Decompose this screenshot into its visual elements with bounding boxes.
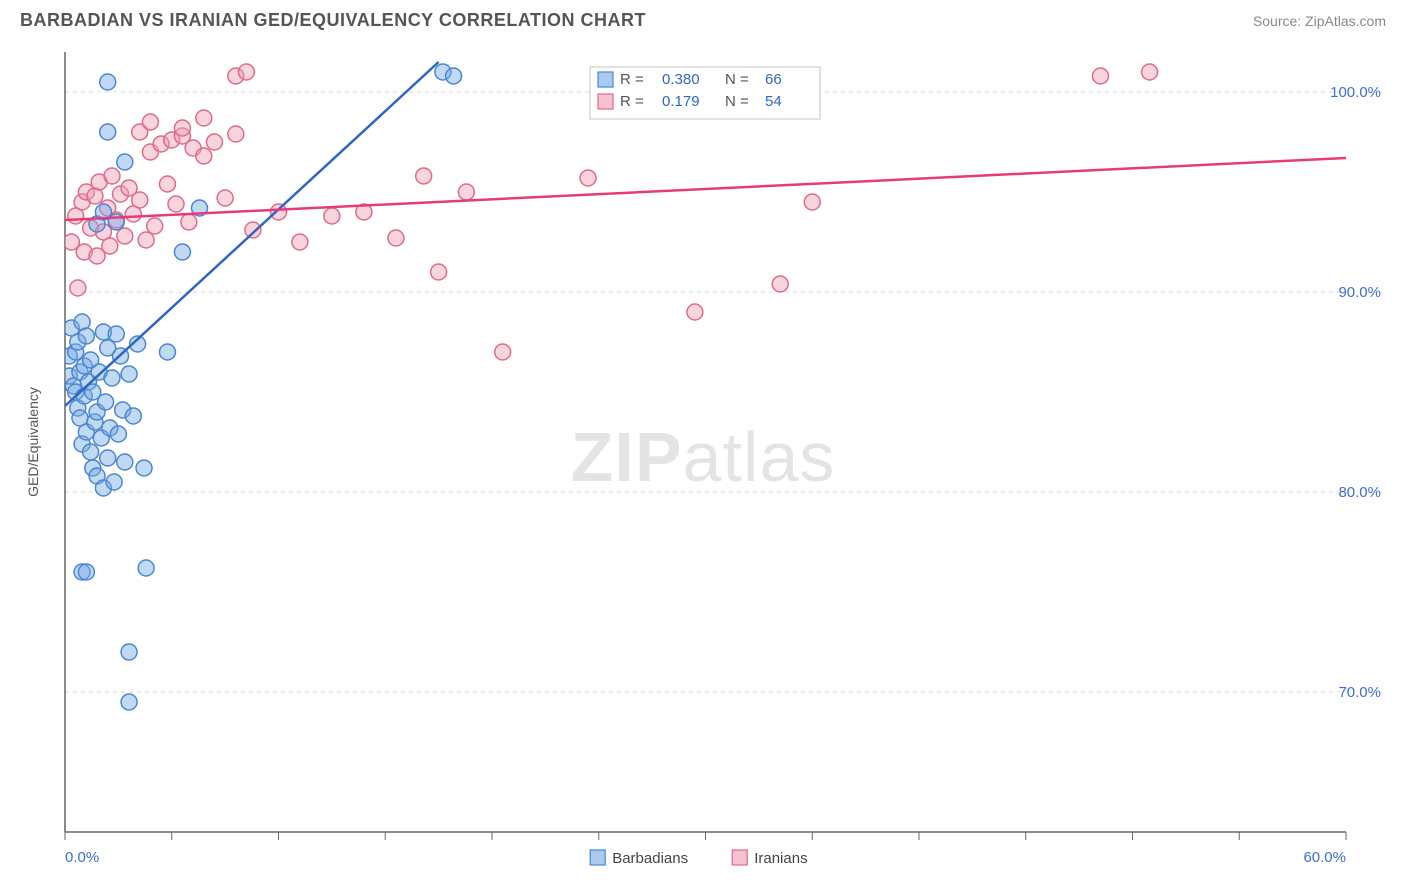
chart-title: BARBADIAN VS IRANIAN GED/EQUIVALENCY COR…	[20, 10, 646, 31]
svg-text:Barbadians: Barbadians	[612, 850, 688, 867]
svg-text:GED/Equivalency: GED/Equivalency	[25, 387, 41, 497]
chart-container: 70.0% 80.0% 90.0% 100.0% 0.0% 60.0% GED/Equiva…	[20, 42, 1386, 872]
svg-text:N =: N =	[725, 93, 749, 110]
svg-text:60.0%: 60.0%	[1303, 849, 1346, 866]
svg-text:R =: R =	[620, 93, 644, 110]
scatter-chart: 70.0% 80.0% 90.0% 100.0% 0.0% 60.0% GED/Equiva…	[20, 42, 1386, 872]
svg-text:Iranians: Iranians	[754, 850, 807, 867]
svg-text:66: 66	[765, 71, 782, 88]
svg-text:0.179: 0.179	[662, 93, 700, 110]
svg-text:90.0%: 90.0%	[1338, 284, 1381, 301]
svg-text:N =: N =	[725, 71, 749, 88]
source-label: Source: ZipAtlas.com	[1253, 13, 1386, 29]
svg-text:70.0%: 70.0%	[1338, 684, 1381, 701]
svg-text:54: 54	[765, 93, 782, 110]
svg-text:100.0%: 100.0%	[1330, 84, 1381, 101]
svg-text:80.0%: 80.0%	[1338, 484, 1381, 501]
svg-text:0.0%: 0.0%	[65, 849, 99, 866]
svg-text:0.380: 0.380	[662, 71, 700, 88]
svg-text:R =: R =	[620, 71, 644, 88]
